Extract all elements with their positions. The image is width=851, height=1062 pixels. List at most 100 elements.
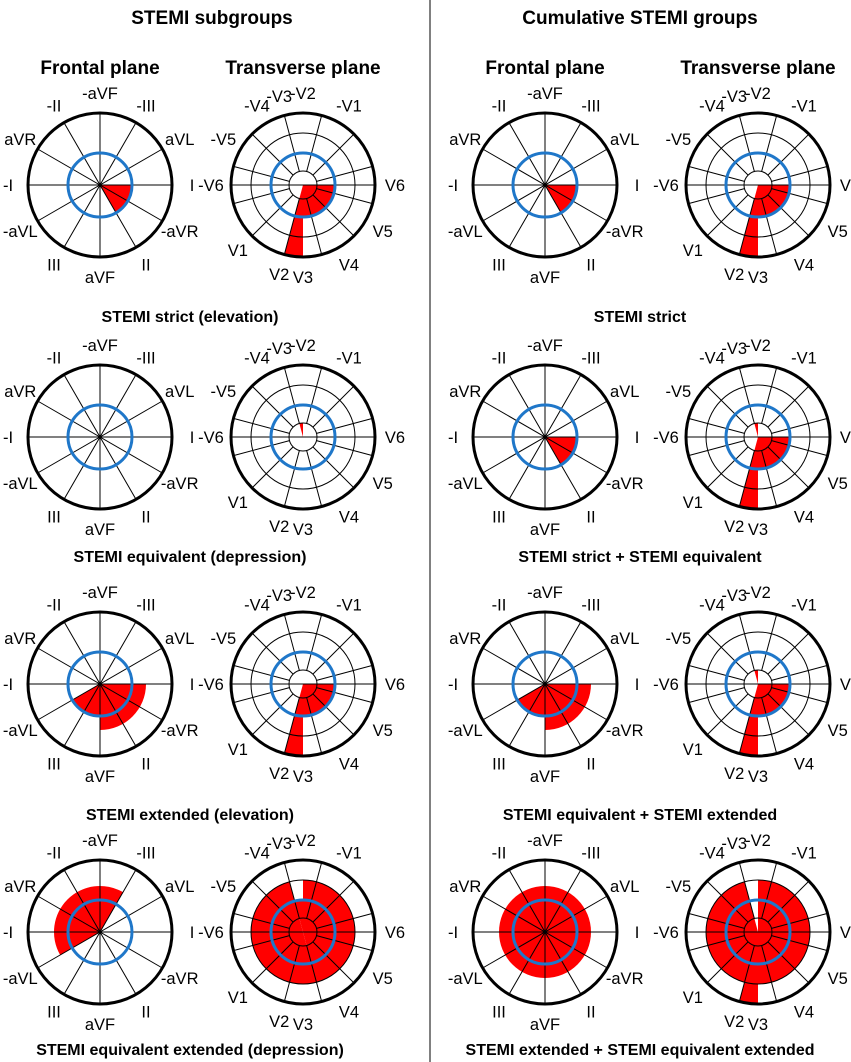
frontal-lead-label: -aVL: [3, 223, 38, 241]
transverse-middle-circle: [250, 132, 356, 238]
transverse-spoke-line: [312, 194, 355, 237]
frontal-lead-label: -II: [47, 349, 62, 367]
transverse-spoke-line: [306, 697, 323, 754]
transverse-spoke-line: [306, 198, 323, 255]
frontal-reference-ring: [511, 650, 579, 718]
frontal-lead-label: -aVL: [448, 475, 483, 493]
transverse-spoke-line: [316, 935, 373, 952]
transverse-lead-label: -V6: [198, 429, 224, 447]
transverse-spoke-line: [312, 941, 355, 984]
transverse-lead-label: -V3: [266, 340, 292, 358]
transverse-spoke-line: [767, 194, 810, 237]
transverse-spoke-line: [306, 614, 323, 671]
transverse-spoke-line: [771, 912, 828, 929]
transverse-spoke-line: [761, 614, 778, 671]
transverse-outer-circle: [684, 363, 832, 511]
transverse-spoke-line: [771, 664, 828, 681]
transverse-spoke-line: [312, 880, 355, 923]
frontal-lead-label: -II: [492, 596, 507, 614]
frontal-reference-ring: [66, 151, 134, 219]
transverse-sector: [754, 670, 758, 684]
transverse-lead-label: -V4: [244, 596, 270, 614]
frontal-lead-label: -I: [3, 429, 13, 447]
transverse-spoke-line: [771, 165, 828, 182]
transverse-lead-label: V3: [293, 269, 313, 287]
transverse-lead-label: V3: [748, 1016, 768, 1034]
frontal-outer-circle: [471, 363, 619, 511]
frontal-lead-label: -aVR: [606, 970, 644, 988]
transverse-inner-circle: [288, 917, 318, 947]
transverse-spoke-line: [706, 632, 749, 675]
diagram-panels: I-aVRIIaVFIII-aVL-IaVR-II-aVF-IIIaVLV6V5…: [3, 85, 851, 1059]
frontal-lead-label: -II: [492, 844, 507, 862]
panel-caption: STEMI extended (elevation): [86, 807, 294, 824]
panel-6: I -aVR II aVF III -aVL -I aVR -II -aVF -III aVL V6 V5…: [448, 337, 851, 566]
frontal-axis-line: [37, 647, 163, 721]
frontal-lead-label: -aVL: [448, 223, 483, 241]
transverse-spoke-line: [233, 440, 290, 457]
transverse-spoke-line: [251, 941, 294, 984]
frontal-lead-label: -aVF: [527, 832, 563, 850]
transverse-spoke-line: [316, 165, 373, 182]
transverse-spoke-line: [761, 115, 778, 172]
frontal-lead-label: aVF: [530, 1016, 560, 1034]
transverse-spoke-line: [251, 385, 294, 428]
panel-2: I -aVR II aVF III -aVL -I aVR -II -aVF -III aVL V6 V5…: [3, 337, 405, 566]
frontal-lead-label: -aVL: [3, 970, 38, 988]
transverse-outer-circle: [229, 363, 377, 511]
transverse-spoke-line: [738, 862, 755, 919]
transverse-spoke-line: [312, 385, 355, 428]
transverse-lead-label: V6: [385, 177, 405, 195]
transverse-lead-label: V4: [794, 1004, 814, 1022]
frontal-lead-label: III: [47, 509, 61, 527]
transverse-spoke-line: [688, 188, 745, 205]
frontal-reference-ring: [66, 403, 134, 471]
frontal-lead-label: I: [190, 924, 195, 942]
panel-4: I -aVR II aVF III -aVL -I aVR -II -aVF -III aVL V6 V5…: [3, 832, 405, 1059]
frontal-lead-label: I: [635, 924, 640, 942]
transverse-spoke-line: [316, 912, 373, 929]
frontal-outer-circle: [471, 111, 619, 259]
transverse-lead-label: V1: [228, 989, 248, 1007]
frontal-axis-line: [37, 400, 163, 474]
transverse-spoke-line: [688, 440, 745, 457]
transverse-sector: [251, 881, 317, 984]
transverse-spoke-line: [738, 697, 755, 754]
transverse-outer-circle: [684, 858, 832, 1006]
transverse-lead-label: V1: [228, 741, 248, 759]
frontal-lead-label: -aVL: [448, 722, 483, 740]
frontal-lead-label: III: [492, 756, 506, 774]
frontal-lead-label: II: [141, 1004, 150, 1022]
transverse-lead-label: -V3: [721, 340, 747, 358]
transverse-spoke-line: [283, 198, 300, 255]
panel-3: I -aVR II aVF III -aVL -I aVR -II -aVF -III aVL V6 V5…: [3, 584, 405, 824]
panel-5: I -aVR II aVF III -aVL -I aVR -II -aVF -III aVL V6 V5…: [448, 85, 851, 326]
transverse-spoke-line: [767, 941, 810, 984]
transverse-spoke-line: [306, 450, 323, 507]
transverse-lead-label: -V3: [266, 587, 292, 605]
transverse-lead-label: -V4: [699, 844, 725, 862]
frontal-lead-label: I: [190, 177, 195, 195]
transverse-spoke-line: [738, 198, 755, 255]
transverse-spoke-line: [316, 440, 373, 457]
frontal-axis-line: [37, 895, 163, 969]
transverse-lead-label: V3: [293, 768, 313, 786]
transverse-spoke-line: [316, 417, 373, 434]
transverse-spoke-line: [761, 450, 778, 507]
transverse-lead-label: -V5: [210, 131, 236, 149]
frontal-plane-diagram: I -aVR II aVF III -aVL -I aVR -II -aVF -III aVL: [448, 85, 644, 287]
transverse-middle-circle: [250, 384, 356, 490]
transverse-spoke-line: [771, 188, 828, 205]
transverse-spoke-line: [688, 912, 745, 929]
transverse-lead-label: -V1: [791, 596, 817, 614]
transverse-lead-label: -V2: [290, 337, 316, 355]
transverse-lead-label: V3: [293, 521, 313, 539]
frontal-lead-label: -I: [448, 676, 458, 694]
frontal-plane-diagram: I -aVR II aVF III -aVL -I aVR -II -aVF -III aVL: [448, 337, 644, 539]
transverse-lead-label: V6: [840, 429, 851, 447]
frontal-outer-circle: [26, 363, 174, 511]
frontal-lead-label: -III: [136, 844, 155, 862]
transverse-lead-label: -V6: [198, 676, 224, 694]
panel-caption: STEMI equivalent extended (depression): [36, 1042, 344, 1059]
